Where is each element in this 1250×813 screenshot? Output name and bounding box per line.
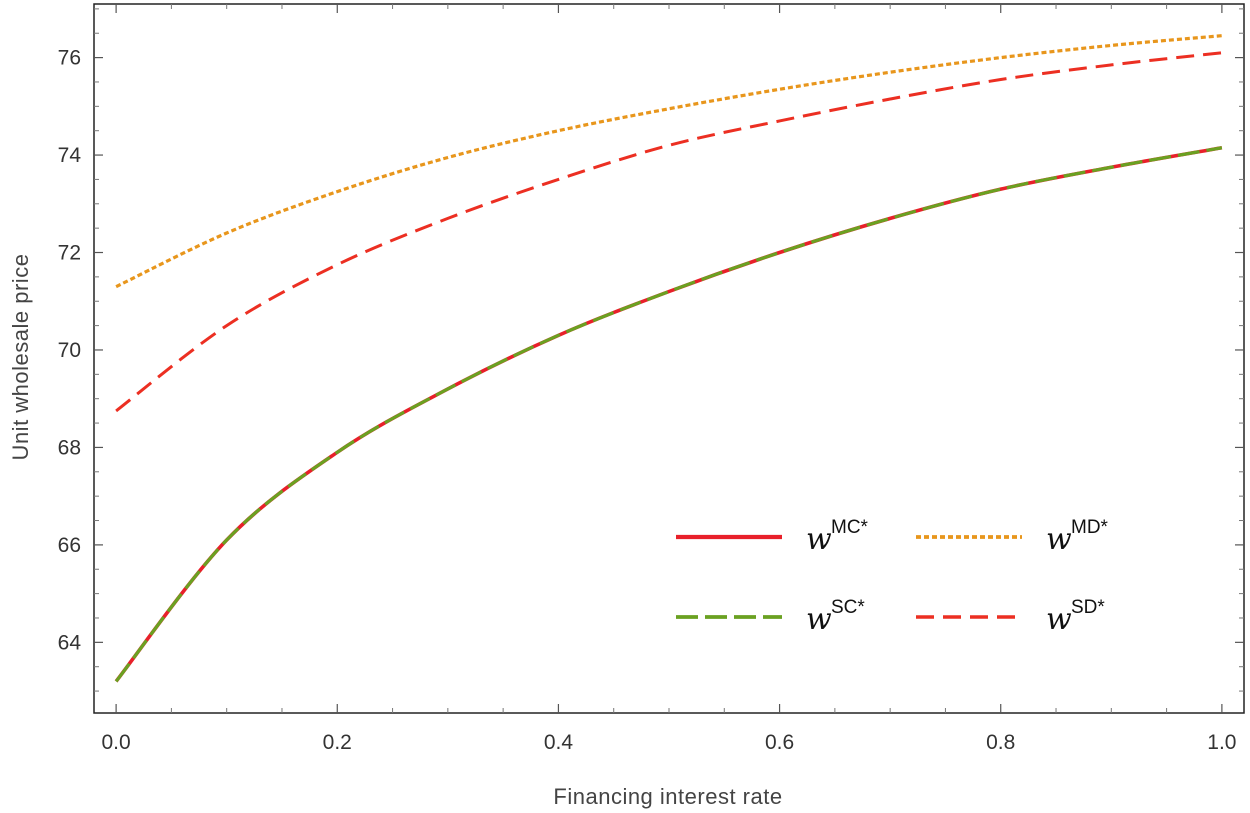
x-tick-label: 0.8	[986, 731, 1015, 754]
legend-superscript-md: MD*	[1071, 517, 1109, 538]
y-tick-label: 64	[58, 631, 82, 654]
legend-label-mc: w	[806, 522, 832, 557]
legend-label-sd: w	[1046, 602, 1072, 637]
series-line-md	[115, 34, 1223, 289]
y-tick-label: 66	[58, 534, 81, 557]
x-tick-label: 0.0	[102, 731, 131, 754]
series-layer	[114, 34, 1223, 683]
y-tick-label: 76	[58, 47, 81, 70]
y-axis: 64 66 68 70 72 74 76	[58, 8, 1244, 692]
y-axis-title: Unit wholesale price	[8, 254, 33, 461]
y-tick-label: 74	[58, 144, 82, 167]
legend: w MC* w MD*w SC* w SD*	[676, 517, 1109, 637]
series-line-sd	[115, 51, 1223, 413]
y-tick-label: 70	[58, 339, 81, 362]
y-tick-label: 72	[58, 242, 81, 265]
legend-label-md: w	[1046, 522, 1072, 557]
x-axis: 0.0 0.2 0.4 0.6 0.8 1.0	[102, 4, 1236, 754]
x-tick-label: 0.2	[323, 731, 352, 754]
series-line-sc	[114, 146, 1223, 683]
x-tick-label: 1.0	[1207, 731, 1236, 754]
legend-superscript-sc: SC*	[831, 597, 865, 618]
x-tick-label: 0.6	[765, 731, 794, 754]
y-tick-label: 68	[58, 436, 81, 459]
x-tick-label: 0.4	[544, 731, 574, 754]
legend-superscript-mc: MC*	[831, 517, 869, 538]
legend-superscript-sd: SD*	[1071, 597, 1105, 618]
x-axis-title: Financing interest rate	[553, 784, 782, 809]
legend-label-sc: w	[806, 602, 832, 637]
